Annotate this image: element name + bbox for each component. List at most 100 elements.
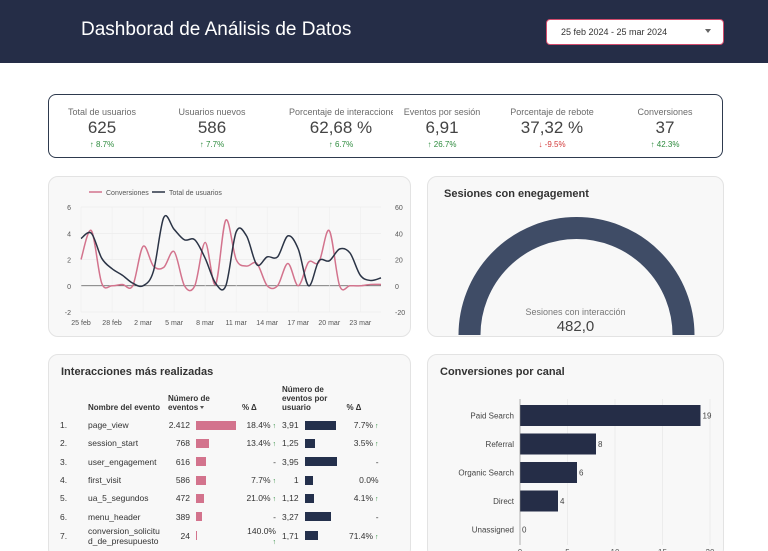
y-left-tick: 4 bbox=[67, 231, 71, 238]
table-row[interactable]: 1. page_view 2.412 18.4% ↑ 3,91 7.7% ↑ bbox=[57, 416, 382, 434]
category-label: Paid Search bbox=[470, 412, 514, 421]
kpi-total-users: Total de usuarios 625 ↑ 8.7% bbox=[47, 107, 157, 149]
y-left-tick: -2 bbox=[65, 310, 71, 317]
arrow-up-icon: ↑ bbox=[270, 441, 276, 449]
events-bar-cell bbox=[193, 507, 239, 525]
per-user-delta: 7.7% ↑ bbox=[344, 416, 382, 434]
x-tick: 2 mar bbox=[134, 320, 153, 327]
kpi-value: 37 bbox=[655, 118, 675, 137]
y-right-tick: -20 bbox=[395, 310, 405, 317]
events-count: 616 bbox=[175, 456, 190, 467]
bar-chart-title: Conversiones por canal bbox=[440, 366, 565, 378]
sort-desc-icon bbox=[200, 406, 205, 410]
table-row[interactable]: 2. session_start 768 13.4% ↑ 1,25 3.5% ↑ bbox=[57, 434, 382, 452]
page-title: Dashborad de Análisis de Datos bbox=[81, 19, 352, 40]
kpi-delta: ↓ -9.5% bbox=[538, 140, 566, 149]
date-range-picker[interactable]: 25 feb 2024 - 25 mar 2024 bbox=[546, 19, 724, 45]
arrow-up-icon: ↑ bbox=[373, 533, 379, 541]
bar bbox=[520, 405, 701, 426]
kpi-label: Conversiones bbox=[637, 107, 693, 117]
kpi-delta: ↑ 7.7% bbox=[199, 140, 225, 149]
bar bbox=[520, 433, 596, 455]
event-name: menu_header bbox=[88, 511, 141, 522]
legend-label: Conversiones bbox=[106, 190, 149, 197]
delta-header-2[interactable]: % Δ bbox=[346, 403, 362, 412]
x-tick: 23 mar bbox=[349, 320, 371, 327]
events-bar-cell bbox=[193, 434, 239, 452]
kpi-value: 62,68 % bbox=[309, 118, 373, 137]
per-user-delta: 71.4% ↑ bbox=[344, 526, 382, 546]
per-user-bar bbox=[304, 420, 337, 430]
events-count: 24 bbox=[180, 530, 190, 541]
per-user-value: 1,25 bbox=[282, 438, 299, 449]
category-label: Direct bbox=[493, 497, 515, 506]
category-label: Unassigned bbox=[472, 526, 514, 535]
events-delta-value: 7.7% bbox=[251, 475, 271, 486]
events-count: 472 bbox=[175, 493, 190, 504]
events-delta-value: - bbox=[273, 511, 276, 522]
delta-header-1[interactable]: % Δ bbox=[242, 403, 257, 412]
table-row[interactable]: 6. menu_header 389-3,27- bbox=[57, 507, 382, 525]
per-user-bar-cell bbox=[302, 526, 344, 546]
kpi-interaction-rate: Porcentaje de interacciones 62,68 % ↑ 6.… bbox=[289, 107, 393, 149]
kpi-new-users: Usuarios nuevos 586 ↑ 7.7% bbox=[157, 107, 267, 149]
gauge-chart bbox=[458, 217, 695, 336]
row-index: 3. bbox=[60, 456, 68, 467]
per-user-delta-value: 4.1% bbox=[353, 493, 374, 504]
kpi-label: Porcentaje de interacciones bbox=[289, 107, 393, 117]
events-count: 389 bbox=[175, 511, 190, 522]
events-bar bbox=[196, 512, 203, 522]
kpi-conversions: Conversiones 37 ↑ 42.3% bbox=[610, 107, 720, 149]
events-bar bbox=[196, 475, 206, 485]
per-user-delta: - bbox=[344, 507, 382, 525]
kpi-delta: ↑ 42.3% bbox=[650, 140, 680, 149]
x-tick: 15 bbox=[658, 548, 667, 551]
events-delta-value: 18.4% bbox=[246, 420, 271, 431]
per-user-delta-value: 3.5% bbox=[353, 438, 374, 449]
kpi-scorecards: Total de usuarios 625 ↑ 8.7% Usuarios nu… bbox=[48, 94, 723, 158]
y-left-tick: 0 bbox=[67, 284, 71, 291]
per-user-value: 3,95 bbox=[282, 456, 299, 467]
table-row[interactable]: 3. user_engagement 616-3,95- bbox=[57, 453, 382, 471]
events-count-header[interactable]: Número de eventos bbox=[165, 385, 239, 416]
events-table-card: Interacciones más realizadas Nombre del … bbox=[48, 354, 411, 551]
table-header-row: Nombre del evento Número de eventos % Δ … bbox=[57, 385, 382, 416]
events-count: 586 bbox=[175, 475, 190, 486]
y-right-tick: 20 bbox=[395, 258, 403, 265]
y-right-tick: 60 bbox=[395, 205, 403, 212]
y-left-tick: 2 bbox=[67, 258, 71, 265]
events-bar bbox=[196, 420, 236, 430]
event-name-header[interactable]: Nombre del evento bbox=[88, 403, 161, 412]
table-row[interactable]: 4. first_visit 586 7.7% ↑ 1 0.0% bbox=[57, 471, 382, 489]
per-user-value: 1,71 bbox=[282, 530, 299, 541]
events-delta-value: 13.4% bbox=[246, 438, 271, 449]
bar-chart: 0 5 10 15 20 Paid Search 19 Referral 8 Organic Se… bbox=[458, 399, 715, 551]
x-tick: 0 bbox=[518, 548, 523, 551]
per-user-bar-cell bbox=[302, 507, 344, 525]
per-user-bar bbox=[304, 493, 314, 503]
events-delta: 18.4% ↑ bbox=[239, 416, 279, 434]
kpi-value: 37,32 % bbox=[520, 118, 584, 137]
per-user-value: 1 bbox=[293, 475, 299, 486]
events-delta: 7.7% ↑ bbox=[239, 471, 279, 489]
event-name: user_engagement bbox=[88, 456, 157, 467]
events-delta: 140.0% ↑ bbox=[239, 526, 279, 546]
per-user-delta-value: 0.0% bbox=[359, 475, 379, 486]
table-title: Interacciones más realizadas bbox=[61, 366, 214, 378]
gauge-label: Sesiones con interacción bbox=[525, 307, 626, 317]
table-row[interactable]: 5. ua_5_segundos 472 21.0% ↑ 1,12 4.1% ↑ bbox=[57, 489, 382, 507]
bar-value-label: 8 bbox=[598, 440, 603, 449]
bar-value-label: 0 bbox=[522, 526, 527, 535]
per-user-delta: 3.5% ↑ bbox=[344, 434, 382, 452]
bar bbox=[520, 462, 577, 483]
bar-chart-card: Conversiones por canal 0 5 10 15 20 Paid Sear… bbox=[427, 354, 724, 551]
per-user-delta: 0.0% bbox=[344, 471, 382, 489]
y-left-tick: 6 bbox=[67, 205, 71, 212]
event-name: session_start bbox=[88, 438, 139, 449]
arrow-up-icon: ↑ bbox=[270, 496, 276, 504]
kpi-label: Porcentaje de rebote bbox=[510, 107, 594, 117]
per-user-header[interactable]: Número de eventos por usuario bbox=[282, 385, 328, 412]
x-tick: 20 mar bbox=[318, 320, 340, 327]
table-row[interactable]: 7. conversion_solicitud_de_presupuesto 24 1… bbox=[57, 526, 382, 546]
x-tick: 17 mar bbox=[287, 320, 309, 327]
